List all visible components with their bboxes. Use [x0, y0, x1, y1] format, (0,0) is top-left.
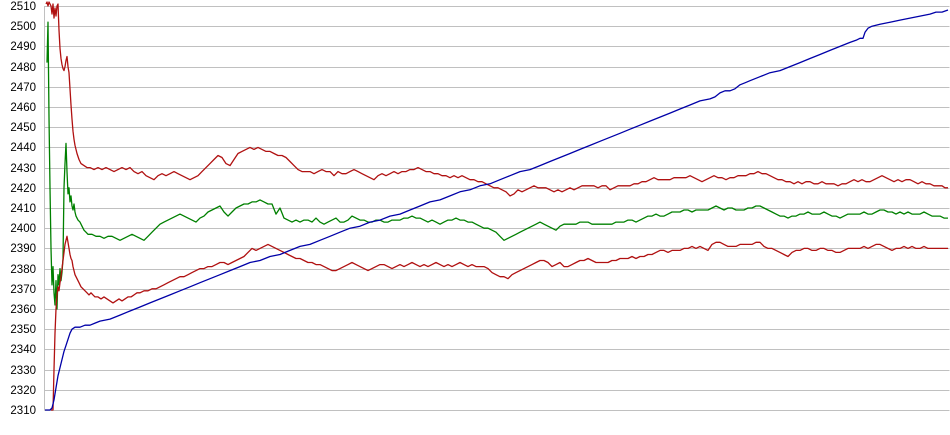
- gridlines: [44, 6, 950, 411]
- series-lower-red-line: [51, 235, 948, 411]
- series-upper-red-line: [45, 1, 948, 197]
- y-axis-label: 2440: [10, 142, 36, 154]
- y-axis-label: 2430: [10, 163, 36, 175]
- y-axis-label: 2380: [10, 264, 36, 276]
- series-blue-rising-line: [45, 9, 949, 411]
- y-axis-label: 2410: [10, 203, 36, 215]
- y-axis-label: 2350: [10, 324, 36, 336]
- y-axis-label: 2470: [10, 82, 36, 94]
- y-axis-label: 2390: [10, 243, 36, 255]
- y-axis-label: 2360: [10, 304, 36, 316]
- series-green-middle-line: [46, 21, 948, 310]
- y-axis-label: 2370: [10, 284, 36, 296]
- y-axis-label: 2310: [10, 405, 36, 417]
- y-axis-label: 2450: [10, 122, 36, 134]
- y-axis-label: 2510: [10, 1, 36, 13]
- y-axis-label: 2320: [10, 385, 36, 397]
- y-axis-label: 2480: [10, 62, 36, 74]
- y-axis-label: 2460: [10, 102, 36, 114]
- y-axis-label: 2340: [10, 344, 36, 356]
- y-axis-label: 2500: [10, 21, 36, 33]
- y-axis-labels: 2510 2500 2490 2480 2470 2460 2450 2440 2430 2420…: [10, 1, 36, 417]
- y-axis-label: 2490: [10, 41, 36, 53]
- y-axis-label: 2420: [10, 183, 36, 195]
- y-axis-label: 2330: [10, 365, 36, 377]
- y-axis-label: 2400: [10, 223, 36, 235]
- series-lines: [45, 1, 949, 411]
